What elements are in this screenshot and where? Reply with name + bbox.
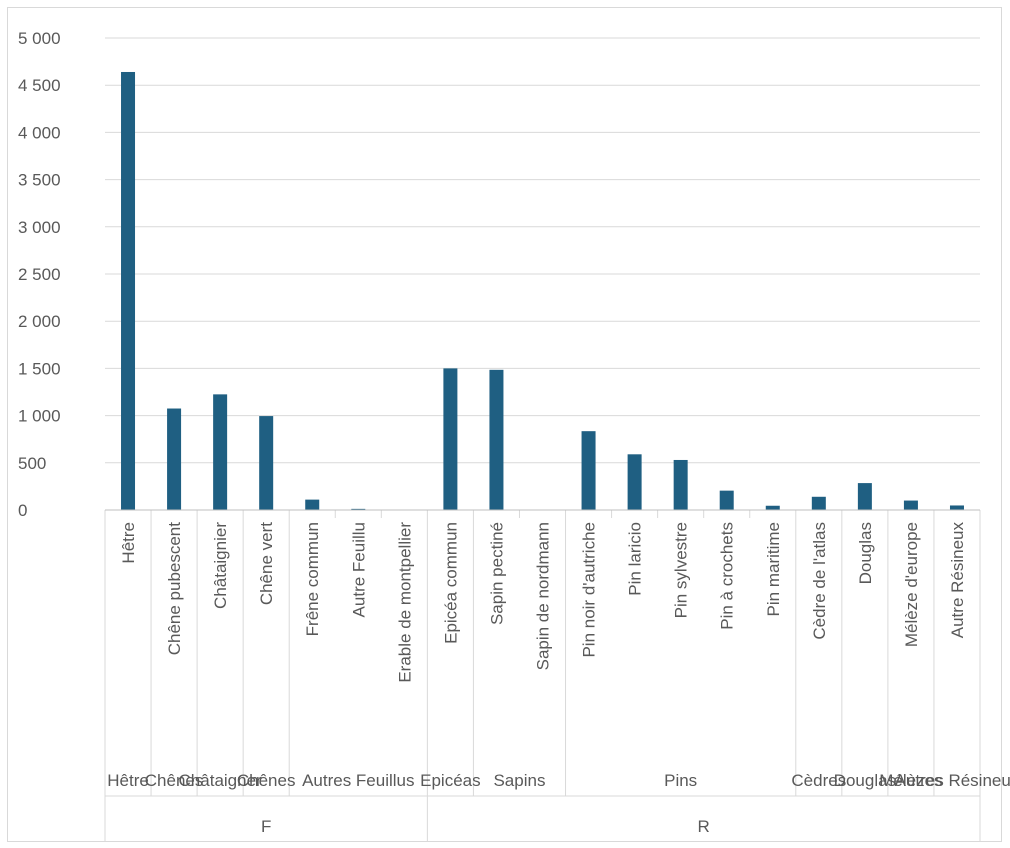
x-group-label: Hêtre [107,771,149,790]
x-category-label: Pin maritime [764,522,783,616]
bar [259,416,274,510]
bar [305,499,320,510]
x-group-label: Chênes [237,771,296,790]
x-axis: Hêtre Chêne pubescent Châtaignier Chêne ver… [104,509,1010,842]
x-group-label: Sapins [493,771,545,790]
x-category-label: Cèdre de l'atlas [810,522,829,640]
y-tick-label: 1 500 [18,359,61,378]
bar [489,369,504,510]
x-category-label: Autre Feuillu [349,522,368,617]
bar [949,505,964,510]
x-category-label: Sapin pectiné [487,522,506,625]
bar [765,505,780,510]
y-tick-label: 3 500 [18,171,61,190]
y-tick-label: 3 000 [18,218,61,237]
bar [121,71,136,510]
x-supergroup-label: F [261,817,271,836]
x-category-label: Chêne pubescent [165,522,184,656]
x-category-label: Frêne commun [303,522,322,636]
bar [167,408,182,510]
bar [903,500,918,510]
x-category-label: Châtaignier [211,522,230,609]
x-group-label: Cèdres [791,771,846,790]
bar [719,490,734,510]
x-category-label: Pin sylvestre [672,522,691,618]
y-axis: 0 500 1 000 1 500 2 000 2 500 3 000 3 500 4 000 4… [18,29,61,520]
y-tick-label: 2 000 [18,312,61,331]
y-tick-label: 4 000 [18,123,61,142]
bar [213,394,228,510]
x-group-label: Châtaigner [179,771,263,790]
x-group-label: Mélèzes [879,771,942,790]
x-group-label: Chênes [145,771,204,790]
x-category-label: Erable de montpellier [395,522,414,683]
x-category-label: Sapin de nordmann [534,522,553,670]
bars [121,71,964,510]
y-tick-label: 5 000 [18,29,61,48]
x-category-label: Mélèze d'europe [902,522,921,647]
x-group-label: Epicéas [420,771,480,790]
x-category-label: Douglas [856,522,875,584]
x-category-label: Pin laricio [626,522,645,596]
x-supergroup-label: R [698,817,710,836]
x-category-label: Epicéa commun [441,522,460,644]
bar [627,454,642,510]
x-group-label: Autres Feuillus [302,771,414,790]
y-tick-label: 2 500 [18,265,61,284]
y-tick-label: 4 500 [18,76,61,95]
x-category-label: Autre Résineux [948,522,967,639]
x-category-label: Pin noir d'autriche [580,522,599,658]
x-category-label: Pin à crochets [718,522,737,630]
x-group-label: Pins [664,771,697,790]
y-tick-label: 0 [18,501,27,520]
bar [857,483,872,510]
gridlines [105,37,980,511]
bar [673,459,688,510]
bar [443,368,458,510]
bar [351,508,366,510]
bar [811,496,826,510]
x-group-label: Autres Résineux [895,771,1010,790]
y-tick-label: 1 000 [18,407,61,426]
x-group-label: Douglas [834,771,896,790]
x-category-label: Chêne vert [257,522,276,605]
y-tick-label: 500 [18,454,46,473]
x-category-label: Hêtre [119,522,138,564]
bar [581,431,596,510]
